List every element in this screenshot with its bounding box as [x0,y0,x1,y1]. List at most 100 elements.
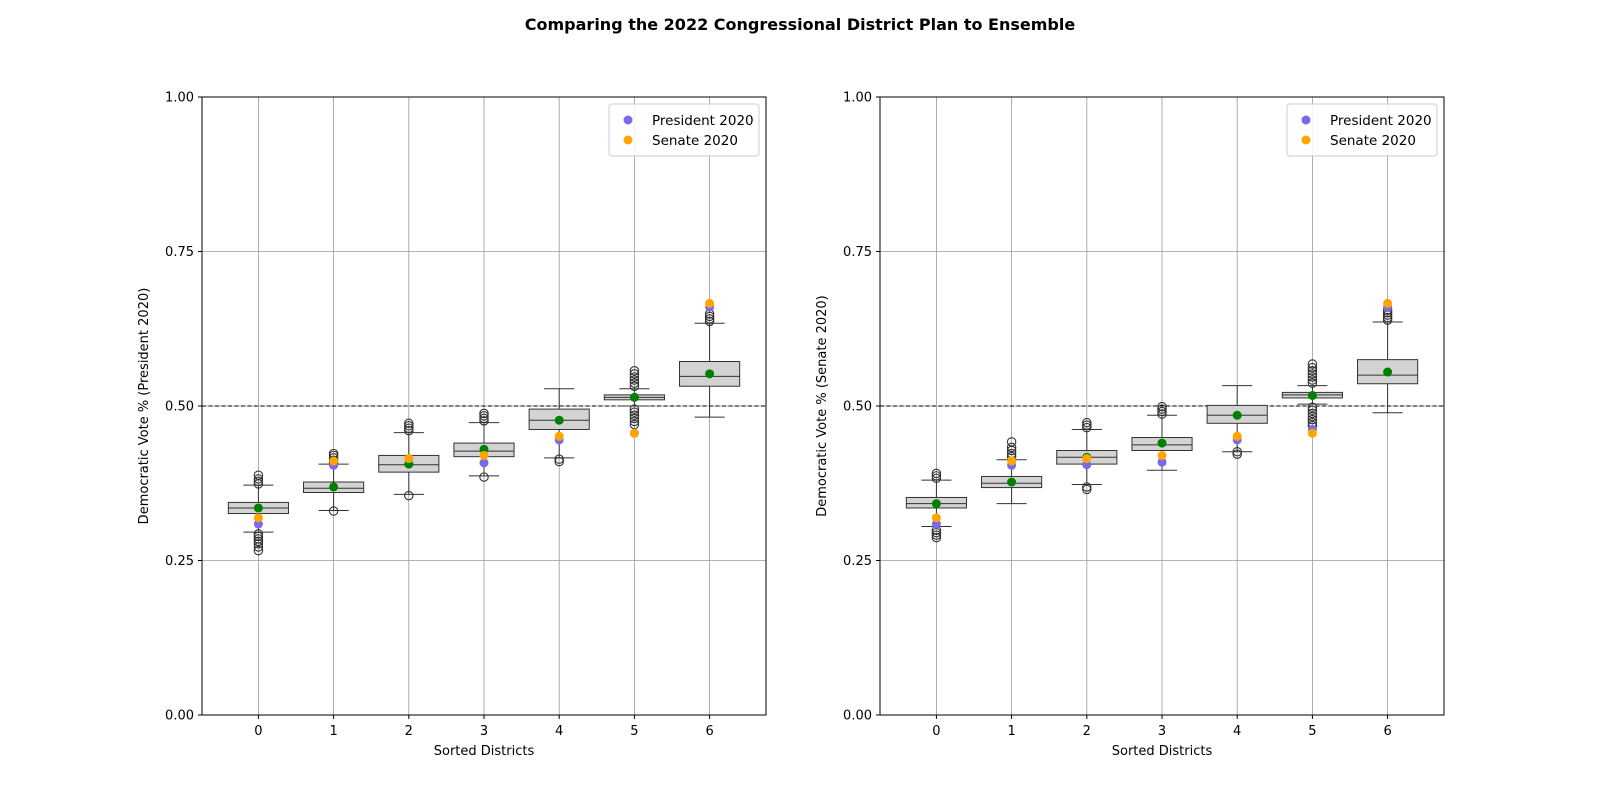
outlier-point [1307,375,1318,385]
legend: President 2020 Senate 2020 [1286,103,1438,157]
legend-label: President 2020 [1330,113,1432,129]
outlier-point [1307,402,1318,412]
x-tick-label: 2 [405,724,413,739]
senate-2020-point [1157,450,1167,460]
x-tick-label: 5 [1308,724,1316,739]
outlier-point [253,470,264,480]
outlier-point [629,381,640,391]
outlier-point [931,471,942,481]
outlier-point [253,531,264,542]
outlier-point [1157,401,1167,412]
outlier-point [629,416,640,427]
outlier-point [328,506,339,516]
senate-2020-point [1007,456,1017,466]
y-tick-label: 0.00 [165,709,194,724]
outlier-point [554,456,564,467]
outlier-point [1082,422,1092,433]
x-axis-label: Sorted Districts [434,744,535,759]
ensemble-mean-point [554,415,564,425]
outlier-point [1307,405,1318,416]
chart-panel-senate: 0.00 0.25 0.50 0.75 1.00 0 1 2 3 4 5 6 Sorted Distri… [815,91,1445,759]
outlier-point [479,416,489,426]
senate-2020-point [1307,428,1317,438]
president-2020-point [253,519,263,529]
senate-2020-point [1232,431,1242,441]
x-tick-label: 6 [1383,724,1391,739]
outlier-point [1382,312,1393,323]
president-2020-point [931,519,941,529]
ensemble-mean-point [629,392,639,402]
box-district-0 [227,470,289,556]
ensemble-mean-point [329,482,339,492]
y-tick-label: 0.75 [165,245,194,260]
outlier-point [931,468,942,479]
outlier-point [1307,372,1318,382]
outlier-point [1006,442,1017,453]
ensemble-mean-point [931,499,941,509]
box-district-4 [528,388,590,467]
outlier-point [629,369,640,379]
outlier-point [253,476,264,487]
x-tick-label: 1 [329,724,337,739]
legend-label: President 2020 [652,113,754,129]
x-tick-label: 5 [630,724,638,739]
outlier-point [1157,404,1167,414]
x-tick-label: 3 [1158,724,1166,739]
outlier-point [1082,482,1092,492]
chart-panel-president: 0.00 0.25 0.50 0.75 1.00 0 1 2 3 4 5 6 Sorted Distri… [137,91,767,759]
outlier-point [629,372,640,382]
y-tick-label: 0.50 [165,400,194,415]
legend-box [1286,103,1438,157]
outlier-point [404,425,414,436]
outlier-point [931,532,942,543]
outlier-point [704,316,715,327]
x-axis-label: Sorted Districts [1112,744,1213,759]
x-tick-label: 2 [1083,724,1091,739]
outlier-point [1082,484,1092,495]
outlier-point [479,411,489,421]
outlier-point [404,490,414,501]
y-tick-label: 1.00 [165,91,194,106]
y-tick-label: 0.00 [843,709,872,724]
senate-2020-point [705,298,715,308]
outlier-point [1082,420,1092,430]
outlier-point [1307,411,1318,422]
outlier-point [479,472,489,482]
outlier-point [629,375,640,385]
outlier-point [479,413,489,424]
legend-label: Senate 2020 [1330,133,1416,149]
y-axis-label: Democratic Vote % (Senate 2020) [815,295,830,517]
president-2020-point [1082,460,1092,470]
outlier-point [1157,406,1167,417]
senate-2020-point [329,456,339,466]
figure-title: Comparing the 2022 Congressional Distric… [525,15,1076,34]
y-tick-label: 0.50 [843,400,872,415]
outlier-point [1307,366,1318,376]
outlier-point [1232,446,1242,457]
ensemble-mean-point [1383,367,1393,377]
outlier-point [253,529,264,539]
y-axis-label: Democratic Vote % (President 2020) [137,288,152,525]
box-district-6 [679,309,741,418]
ensemble-mean-point [1007,477,1017,487]
outlier-point [629,413,640,424]
y-tick-label: 1.00 [843,91,872,106]
outlier-point [1307,369,1318,379]
ensemble-mean-point [1307,390,1317,400]
president-2020-point [1157,457,1167,467]
ensemble-mean-point [705,369,715,379]
legend-box [608,103,760,157]
senate-2020-point [479,450,489,460]
outlier-point [931,530,942,540]
ensemble-mean-point [253,503,263,513]
legend: President 2020 Senate 2020 [608,103,760,157]
senate-2020-point [253,513,263,523]
box-district-4 [1206,385,1268,459]
legend-marker [623,115,633,125]
y-tick-label: 0.25 [165,554,194,569]
senate-2020-point [931,513,941,523]
legend-marker [1301,135,1311,145]
senate-2020-point [1383,298,1393,308]
outlier-point [253,536,264,547]
outlier-point [479,408,489,419]
